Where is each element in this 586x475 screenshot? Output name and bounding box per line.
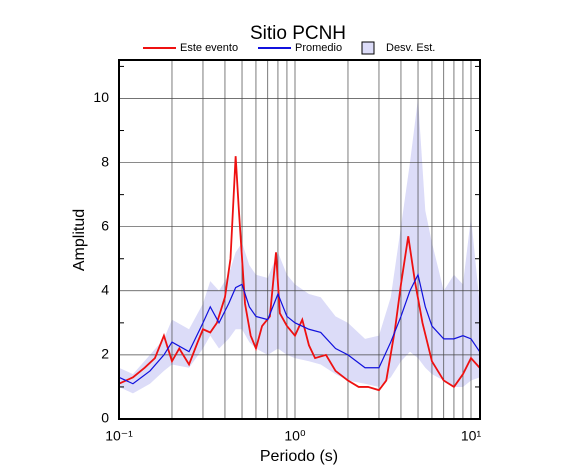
y-tick-label: 6 (101, 217, 109, 233)
legend-swatch (361, 41, 375, 55)
legend-label: Desv. Est. (386, 42, 435, 54)
x-tick-label: 10¹ (461, 428, 482, 444)
series-line (118, 156, 481, 392)
x-tick-label: 10⁻¹ (105, 428, 133, 444)
x-tick-label: 10⁰ (284, 428, 306, 444)
plot-frame (118, 59, 481, 420)
std-band (119, 98, 480, 394)
y-tick-label: 4 (101, 281, 109, 297)
x-axis-label: Periodo (s) (260, 448, 338, 465)
y-tick-label: 8 (101, 153, 109, 169)
legend-label: Promedio (295, 42, 342, 54)
y-tick-label: 0 (101, 410, 109, 426)
y-axis-label: Amplitud (71, 209, 88, 271)
series-line (118, 272, 481, 385)
legend-label: Este evento (180, 42, 238, 54)
chart-title: Sitio PCNH (250, 23, 346, 44)
y-tick-label: 2 (101, 346, 109, 362)
y-tick-label: 10 (93, 89, 109, 105)
